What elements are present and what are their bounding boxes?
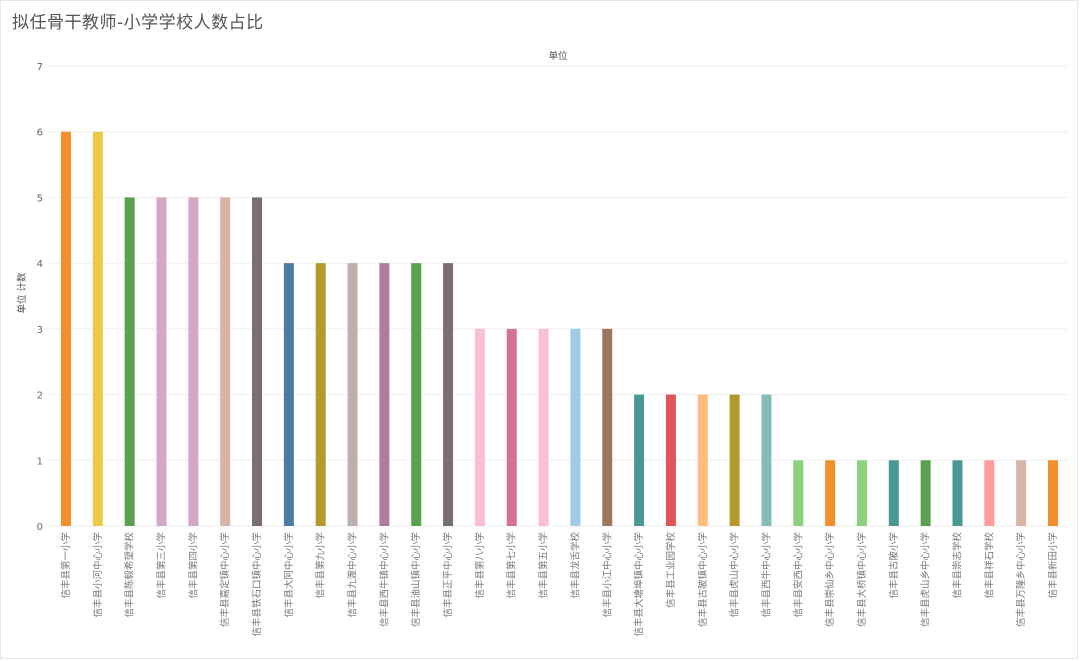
bar [1016,460,1027,526]
x-tick-label: 信丰县虎山中心小学 [729,532,741,618]
bar [984,460,995,526]
x-tick-label: 信丰县崇志学校 [951,532,963,599]
x-tick-label: 信丰县第七小学 [506,532,518,599]
y-axis-ticks: 0 1 2 3 4 5 6 7 [37,62,43,533]
bar [92,131,103,526]
bar [252,197,263,526]
bar [888,460,899,526]
bar [825,460,836,526]
x-tick-label: 信丰县小河中心小学 [92,532,104,618]
x-tick-label: 信丰县油山镇中心小学 [410,532,422,627]
bar [315,263,326,526]
bar [379,263,390,526]
bar [570,328,581,526]
y-tick-label: 7 [37,62,43,73]
bar [61,131,71,526]
x-tick-label: 信丰县第九小学 [315,532,327,599]
bar [283,263,294,526]
y-axis-title: 单位 计数 [16,272,28,314]
bar [665,394,676,526]
x-tick-label: 信丰县第四小学 [187,532,199,599]
bar [538,328,549,526]
panel-header: 单位 [548,50,568,62]
x-tick-label: 信丰县古陂镇中心小学 [697,532,709,627]
x-tick-label: 信丰县嘉定镇中心小学 [219,532,231,627]
y-tick-label: 1 [37,456,43,467]
bar [761,394,772,526]
bar [856,460,867,526]
bar [506,328,517,526]
bar [602,328,613,526]
x-tick-label: 信丰县西牛中心小学 [760,532,772,618]
x-tick-label: 信丰县第一小学 [60,532,72,599]
bar [952,460,963,526]
bar [474,328,485,526]
x-tick-label: 信丰县崇仙乡中心小学 [824,532,836,627]
x-tick-label: 信丰县第八小学 [474,532,486,599]
x-tick-label: 信丰县小江中心小学 [601,532,613,618]
bar [920,460,931,526]
bar [1048,460,1058,526]
x-tick-label: 信丰县安西中心小学 [792,532,804,618]
bar [697,394,708,526]
bar [220,197,231,526]
x-tick-label: 信丰县万隆乡中心小学 [1015,532,1027,627]
x-tick-label: 信丰县正平中心小学 [442,532,454,618]
y-tick-label: 5 [37,193,43,204]
bar [793,460,804,526]
bar [124,197,135,526]
bar [634,394,645,526]
bar [156,197,167,526]
y-tick-label: 4 [37,259,43,270]
x-tick-label: 信丰县古陂小学 [888,532,900,599]
y-tick-label: 6 [37,128,43,139]
bar [188,197,199,526]
chart-title: 拟任骨干教师-小学学校人数占比 [12,13,264,33]
gridlines [50,65,1068,527]
bar [729,394,740,526]
x-tick-label: 信丰县西牛镇中心小学 [378,532,390,627]
x-tick-label: 信丰县第五小学 [538,532,550,599]
x-tick-label: 信丰县大塘埠镇中心小学 [633,532,645,637]
x-tick-label: 信丰县工业园学校 [665,532,677,609]
x-axis-labels: 信丰县第一小学 信丰县小河中心小学 信丰县陈毅希望学校 信丰县第三小学 信丰县第四小学 信… [60,532,1059,637]
bars [61,131,1058,526]
x-tick-label: 信丰县大桥镇中心小学 [856,532,868,627]
x-tick-label: 信丰县九渡中心小学 [347,532,359,618]
x-tick-label: 信丰县新田小学 [1047,532,1059,599]
y-tick-label: 3 [37,325,43,336]
x-tick-label: 信丰县陈毅希望学校 [124,532,136,618]
x-tick-label: 信丰县龙舌学校 [569,532,581,599]
x-tick-label: 信丰县大阿中心小学 [283,532,295,618]
x-tick-label: 信丰县铁石口镇中心小学 [251,532,263,637]
x-tick-label: 信丰县第三小学 [156,532,168,599]
bar [347,263,358,526]
y-tick-label: 0 [37,522,43,533]
x-tick-label: 信丰县虎山乡中心小学 [920,532,932,627]
y-tick-label: 2 [37,391,43,402]
x-tick-label: 信丰县祥石学校 [983,532,995,599]
bar [411,263,422,526]
bar [443,263,454,526]
